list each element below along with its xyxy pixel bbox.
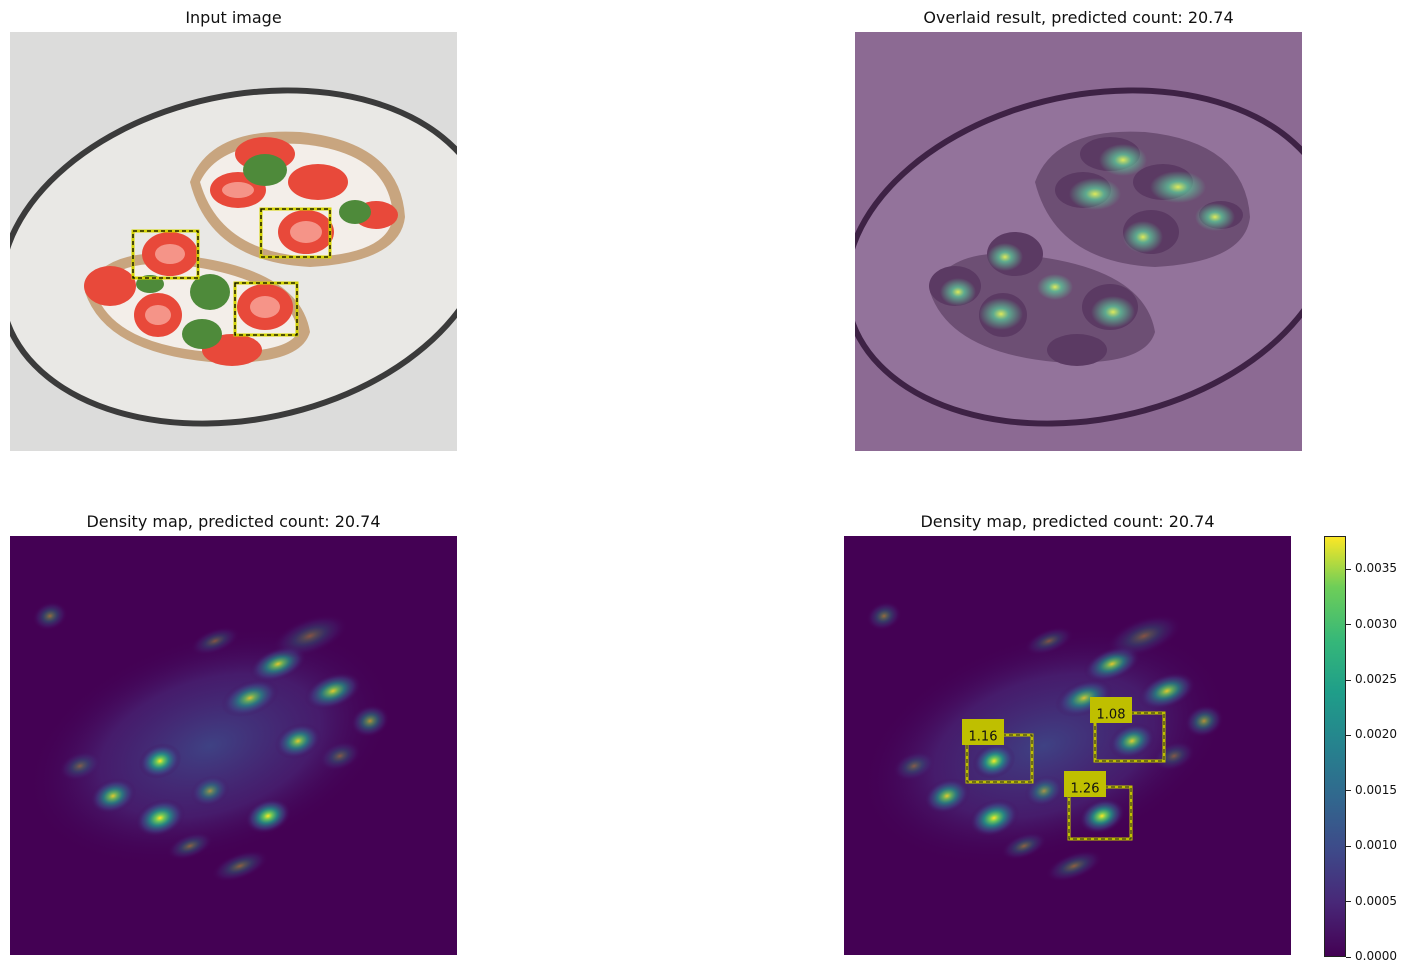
colorbar-tick-mark bbox=[1346, 845, 1351, 847]
density-peak bbox=[972, 743, 1016, 779]
density-peak bbox=[211, 850, 269, 882]
density-peak bbox=[1138, 672, 1196, 710]
colorbar-tick-mark bbox=[1346, 624, 1351, 626]
density-peak bbox=[138, 743, 182, 779]
input-image-title: Input image bbox=[185, 8, 282, 27]
density-peak bbox=[1001, 832, 1047, 860]
colorbar-tick-label: 0.0015 bbox=[1355, 782, 1397, 797]
box-label-badge bbox=[1090, 697, 1132, 723]
colorbar-tick-mark bbox=[1346, 901, 1351, 903]
density-peak bbox=[1105, 614, 1183, 658]
colorbar-tick-label: 0.0025 bbox=[1355, 672, 1397, 687]
density-peak bbox=[1184, 704, 1224, 738]
overlay-title: Overlaid result, predicted count: 20.74 bbox=[923, 8, 1234, 27]
colorbar-tick-mark bbox=[1346, 679, 1351, 681]
colorbar-tick-mark bbox=[1346, 734, 1351, 736]
density-peak bbox=[271, 614, 349, 658]
colorbar-tick-label: 0.0035 bbox=[1355, 561, 1397, 576]
density-peak bbox=[221, 679, 279, 717]
density-peak bbox=[190, 626, 240, 656]
density-map-with-boxes: 1.16 1.08 1.26 bbox=[844, 536, 1291, 955]
density-peak bbox=[244, 798, 292, 834]
colorbar-tick-label: 0.0005 bbox=[1355, 893, 1397, 908]
exemplar-box: 1.16 bbox=[962, 719, 1034, 784]
density-peak bbox=[304, 672, 362, 710]
colorbar-tick-label: 0.0010 bbox=[1355, 838, 1397, 853]
density-peak bbox=[892, 750, 936, 782]
box-label-badge bbox=[1064, 771, 1106, 797]
density-peak bbox=[89, 778, 137, 814]
density-peak bbox=[923, 778, 971, 814]
exemplar-box: 1.08 bbox=[1090, 697, 1166, 763]
density-peak bbox=[1108, 723, 1156, 759]
density-peak bbox=[274, 723, 322, 759]
density-peak bbox=[58, 750, 102, 782]
density-map-boxes-title: Density map, predicted count: 20.74 bbox=[920, 512, 1215, 531]
exemplar-box: 1.26 bbox=[1064, 771, 1133, 841]
colorbar-tick-mark bbox=[1346, 790, 1351, 792]
colorbar-tick-mark bbox=[1346, 568, 1351, 570]
box-count-label: 1.16 bbox=[969, 730, 998, 745]
density-map bbox=[10, 536, 457, 955]
density-peak bbox=[1024, 626, 1074, 656]
box-label-badge bbox=[962, 719, 1004, 745]
density-peak bbox=[866, 601, 902, 631]
density-peak bbox=[32, 601, 68, 631]
box-count-label: 1.08 bbox=[1097, 708, 1126, 723]
colorbar-tick-mark bbox=[1346, 956, 1351, 958]
density-peak bbox=[190, 775, 230, 807]
colorbar bbox=[1324, 536, 1346, 957]
box-count-label: 1.26 bbox=[1071, 782, 1100, 797]
density-peak bbox=[318, 740, 362, 772]
input-image bbox=[10, 32, 457, 451]
density-peak bbox=[968, 798, 1020, 838]
overlay-image bbox=[855, 32, 1302, 451]
colorbar-tick-label: 0.0030 bbox=[1355, 616, 1397, 631]
density-peak bbox=[167, 832, 213, 860]
density-peak bbox=[1078, 798, 1126, 834]
density-peak bbox=[134, 798, 186, 838]
density-peak bbox=[1045, 850, 1103, 882]
density-map-title: Density map, predicted count: 20.74 bbox=[86, 512, 381, 531]
colorbar-tick-label: 0.0000 bbox=[1355, 949, 1397, 963]
density-peak bbox=[1024, 775, 1064, 807]
colorbar-tick-label: 0.0020 bbox=[1355, 727, 1397, 742]
density-peak bbox=[350, 704, 390, 738]
